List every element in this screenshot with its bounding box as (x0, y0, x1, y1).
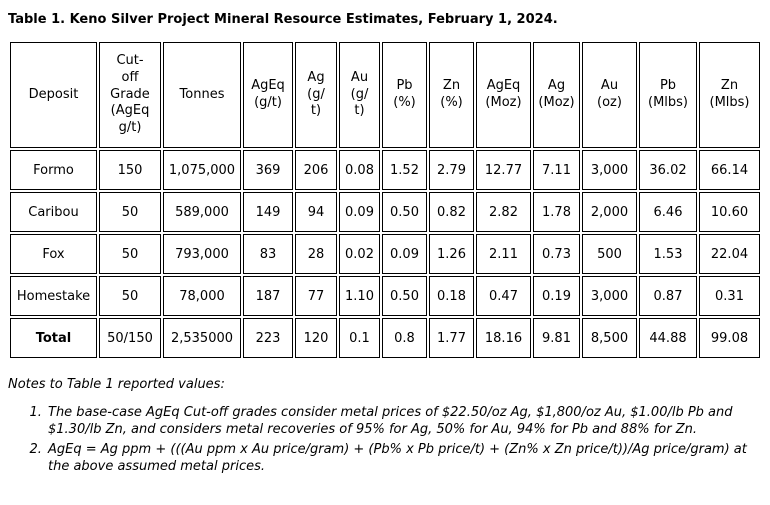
value-cell: 0.82 (429, 192, 474, 232)
value-cell: 22.04 (699, 234, 760, 274)
value-cell: 2.11 (476, 234, 531, 274)
note-item: The base-case AgEq Cut-off grades consid… (46, 405, 756, 439)
value-cell: 28 (295, 234, 337, 274)
value-cell: 1.77 (429, 318, 474, 358)
value-cell: 50 (99, 234, 161, 274)
value-cell: 589,000 (163, 192, 241, 232)
deposit-cell: Formo (10, 150, 97, 190)
value-cell: 0.50 (382, 276, 427, 316)
deposit-cell: Total (10, 318, 97, 358)
value-cell: 0.87 (639, 276, 697, 316)
value-cell: 83 (243, 234, 293, 274)
value-cell: 50/150 (99, 318, 161, 358)
column-header: AgEq (g/t) (243, 42, 293, 148)
value-cell: 36.02 (639, 150, 697, 190)
value-cell: 2.82 (476, 192, 531, 232)
value-cell: 0.73 (533, 234, 580, 274)
column-header: Cut- off Grade (AgEq g/t) (99, 42, 161, 148)
column-header: Tonnes (163, 42, 241, 148)
value-cell: 9.81 (533, 318, 580, 358)
value-cell: 44.88 (639, 318, 697, 358)
table-row: Homestake 50 78,000 187 77 1.10 0.50 0.18 0.47 0.… (10, 276, 760, 316)
column-header: AgEq (Moz) (476, 42, 531, 148)
value-cell: 0.1 (339, 318, 380, 358)
deposit-cell: Fox (10, 234, 97, 274)
deposit-cell: Homestake (10, 276, 97, 316)
value-cell: 0.09 (339, 192, 380, 232)
column-header: Au (oz) (582, 42, 637, 148)
value-cell: 8,500 (582, 318, 637, 358)
deposit-cell: Caribou (10, 192, 97, 232)
value-cell: 50 (99, 276, 161, 316)
value-cell: 94 (295, 192, 337, 232)
value-cell: 6.46 (639, 192, 697, 232)
value-cell: 0.18 (429, 276, 474, 316)
table-header-row: Deposit Cut- off Grade (AgEq g/t) Tonnes Ag… (10, 42, 760, 148)
value-cell: 1.10 (339, 276, 380, 316)
value-cell: 0.47 (476, 276, 531, 316)
value-cell: 7.11 (533, 150, 580, 190)
value-cell: 0.31 (699, 276, 760, 316)
table-body: Formo 150 1,075,000 369 206 0.08 1.52 2.79 12.77… (10, 150, 760, 358)
column-header: Pb (Mlbs) (639, 42, 697, 148)
value-cell: 793,000 (163, 234, 241, 274)
value-cell: 500 (582, 234, 637, 274)
value-cell: 2.79 (429, 150, 474, 190)
notes-heading: Notes to Table 1 reported values: (8, 377, 225, 392)
value-cell: 0.08 (339, 150, 380, 190)
value-cell: 149 (243, 192, 293, 232)
value-cell: 99.08 (699, 318, 760, 358)
column-header: Ag (Moz) (533, 42, 580, 148)
column-header: Deposit (10, 42, 97, 148)
value-cell: 1.26 (429, 234, 474, 274)
table-row: Fox 50 793,000 83 28 0.02 0.09 1.26 2.11 0.73 500 1… (10, 234, 760, 274)
table-row: Total 50/150 2,535000 223 120 0.1 0.8 1.77 18.16… (10, 318, 760, 358)
column-header: Au (g/ t) (339, 42, 380, 148)
value-cell: 0.8 (382, 318, 427, 358)
value-cell: 206 (295, 150, 337, 190)
value-cell: 66.14 (699, 150, 760, 190)
value-cell: 1.78 (533, 192, 580, 232)
value-cell: 18.16 (476, 318, 531, 358)
value-cell: 0.09 (382, 234, 427, 274)
value-cell: 1.53 (639, 234, 697, 274)
value-cell: 369 (243, 150, 293, 190)
value-cell: 12.77 (476, 150, 531, 190)
table-row: Formo 150 1,075,000 369 206 0.08 1.52 2.79 12.77… (10, 150, 760, 190)
column-header: Pb (%) (382, 42, 427, 148)
value-cell: 0.02 (339, 234, 380, 274)
column-header: Ag (g/ t) (295, 42, 337, 148)
column-header: Zn (%) (429, 42, 474, 148)
value-cell: 1.52 (382, 150, 427, 190)
value-cell: 78,000 (163, 276, 241, 316)
value-cell: 150 (99, 150, 161, 190)
value-cell: 50 (99, 192, 161, 232)
value-cell: 2,535000 (163, 318, 241, 358)
notes-section: Notes to Table 1 reported values: The ba… (8, 377, 756, 476)
value-cell: 3,000 (582, 150, 637, 190)
table-row: Caribou 50 589,000 149 94 0.09 0.50 0.82 2.82 1.7… (10, 192, 760, 232)
value-cell: 0.50 (382, 192, 427, 232)
column-header: Zn (Mlbs) (699, 42, 760, 148)
notes-list: The base-case AgEq Cut-off grades consid… (8, 405, 756, 476)
value-cell: 223 (243, 318, 293, 358)
value-cell: 3,000 (582, 276, 637, 316)
value-cell: 2,000 (582, 192, 637, 232)
value-cell: 120 (295, 318, 337, 358)
value-cell: 10.60 (699, 192, 760, 232)
resource-table: Deposit Cut- off Grade (AgEq g/t) Tonnes Ag… (8, 40, 762, 360)
value-cell: 187 (243, 276, 293, 316)
note-item: AgEq = Ag ppm + (((Au ppm x Au price/gra… (46, 442, 756, 476)
value-cell: 77 (295, 276, 337, 316)
table-title: Table 1. Keno Silver Project Mineral Res… (8, 12, 558, 27)
value-cell: 1,075,000 (163, 150, 241, 190)
value-cell: 0.19 (533, 276, 580, 316)
